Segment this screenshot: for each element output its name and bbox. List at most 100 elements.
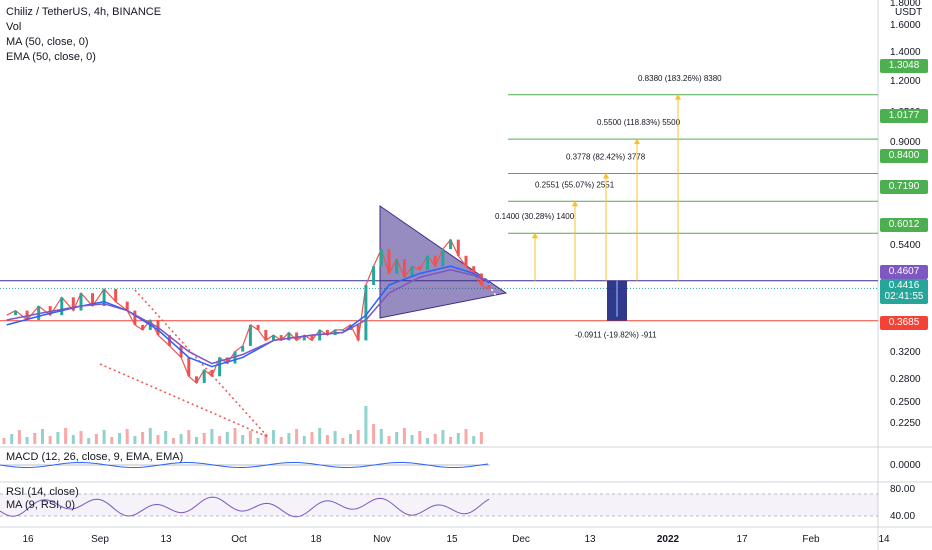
target-annotation: 0.3778 (82.42%) 3778: [566, 152, 646, 161]
volume-bar: [41, 429, 44, 444]
candle: [395, 259, 399, 274]
price-axis-label: 0.4416: [880, 279, 928, 293]
price-axis-label: 0.7190: [880, 180, 928, 194]
candle: [272, 335, 275, 341]
volume-bar: [210, 429, 214, 444]
candle: [48, 306, 52, 316]
candle: [195, 376, 198, 384]
target-arrowhead: [634, 138, 640, 145]
y-tick-label: 0.5400: [890, 240, 921, 251]
candle: [102, 289, 106, 307]
x-tick-label: Sep: [91, 534, 109, 545]
candle: [310, 335, 314, 341]
candle: [279, 335, 283, 341]
volume-bar: [418, 431, 422, 444]
x-tick-label: Nov: [373, 534, 391, 545]
volume-bar: [48, 436, 52, 444]
volume-bar: [318, 428, 322, 444]
volume-bar: [379, 429, 383, 444]
volume-bar: [17, 430, 21, 444]
volume-bar: [302, 436, 306, 444]
x-tick-label: 16: [22, 534, 34, 545]
volume-bar: [195, 437, 198, 444]
candle: [449, 239, 453, 250]
triangle-upper-dotted: [444, 217, 501, 303]
wedge-lower-line: [99, 363, 269, 438]
candle: [479, 273, 483, 285]
y-tick-label: 1.2000: [890, 76, 921, 87]
volume-bar: [202, 433, 206, 444]
volume-bar: [325, 435, 329, 444]
volume-bar: [349, 434, 352, 444]
candle: [356, 324, 360, 341]
volume-bar: [472, 436, 476, 444]
candle: [433, 255, 437, 267]
volume-bar: [241, 435, 245, 444]
x-tick-label: 2022: [657, 534, 680, 545]
ma-line: [6, 265, 490, 368]
candle: [233, 351, 237, 364]
volume-bar: [110, 437, 114, 444]
volume-bar: [372, 424, 376, 444]
volume-bar: [364, 406, 368, 444]
volume-bar: [402, 428, 406, 444]
x-tick-label: Dec: [512, 534, 530, 545]
volume-bar: [225, 432, 229, 444]
y-tick-label: 0.2500: [890, 397, 921, 408]
volume-bar: [102, 430, 106, 444]
volume-bar: [148, 428, 152, 444]
volume-bar: [33, 433, 37, 444]
x-tick-label: 13: [160, 534, 172, 545]
price-axis-label: 1.3048: [880, 59, 928, 73]
candle: [202, 369, 206, 384]
volume-bar: [71, 435, 75, 444]
macd-tick-label: 0.0000: [890, 460, 921, 471]
candle: [256, 324, 260, 330]
legend-ma: MA (50, close, 0): [6, 36, 89, 48]
legend-title: Chiliz / TetherUS, 4h, BINANCE: [6, 6, 162, 18]
price-line: [6, 238, 490, 384]
target-arrowhead: [572, 200, 578, 207]
x-tick-label: Oct: [231, 534, 247, 545]
volume-bar: [171, 438, 175, 444]
volume-bar: [141, 432, 145, 444]
candle: [14, 310, 18, 316]
volume-bar: [272, 430, 275, 444]
volume-bar: [441, 430, 445, 444]
macd-line: [0, 461, 489, 468]
volume-bar: [94, 434, 98, 444]
candle: [426, 255, 429, 270]
volume-bar: [310, 432, 314, 444]
y-unit-label: USDT: [895, 7, 922, 18]
volume-bar: [287, 433, 291, 444]
candle: [125, 301, 129, 311]
x-tick-label: 15: [446, 534, 458, 545]
volume-bar: [256, 438, 260, 444]
volume-bar: [187, 430, 191, 444]
volume-bar: [356, 430, 360, 444]
volume-bar: [248, 431, 252, 444]
candle: [79, 293, 83, 311]
target-annotation: 0.5500 (118.83%) 5500: [597, 118, 681, 127]
volume-bar: [233, 428, 237, 444]
volume-bar: [125, 429, 129, 444]
candle: [218, 357, 222, 377]
volume-bar: [133, 436, 137, 444]
volume-bar: [464, 429, 468, 444]
target-arrowhead: [532, 232, 538, 239]
volume-bar: [264, 434, 268, 444]
volume-bar: [333, 431, 337, 444]
volume-bar: [449, 437, 453, 444]
volume-bar: [10, 434, 14, 444]
candle: [379, 249, 383, 267]
candle: [287, 332, 291, 341]
volume-bar: [118, 433, 121, 444]
candle: [456, 239, 460, 256]
y-tick-label: 0.9000: [890, 137, 921, 148]
ema-line: [6, 269, 490, 365]
candle: [341, 329, 345, 331]
candle: [133, 310, 137, 325]
volume-bar: [479, 432, 483, 444]
price-axis-label: 0.4607: [880, 265, 928, 279]
